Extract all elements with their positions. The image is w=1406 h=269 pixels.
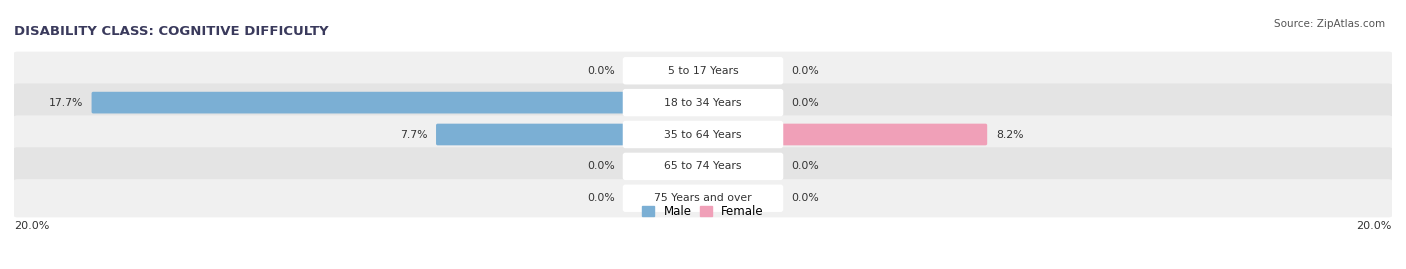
FancyBboxPatch shape [13, 115, 1393, 154]
FancyBboxPatch shape [623, 185, 783, 212]
Text: 17.7%: 17.7% [49, 98, 83, 108]
FancyBboxPatch shape [436, 124, 704, 145]
Text: 20.0%: 20.0% [1357, 221, 1392, 231]
FancyBboxPatch shape [623, 57, 783, 84]
Text: 0.0%: 0.0% [790, 98, 818, 108]
Text: 0.0%: 0.0% [588, 66, 616, 76]
Text: 0.0%: 0.0% [790, 161, 818, 171]
Text: 0.0%: 0.0% [790, 193, 818, 203]
FancyBboxPatch shape [13, 147, 1393, 186]
Text: 75 Years and over: 75 Years and over [654, 193, 752, 203]
Text: 8.2%: 8.2% [995, 129, 1024, 140]
Text: 65 to 74 Years: 65 to 74 Years [664, 161, 742, 171]
Text: 0.0%: 0.0% [588, 193, 616, 203]
Text: 0.0%: 0.0% [588, 161, 616, 171]
FancyBboxPatch shape [623, 89, 783, 116]
FancyBboxPatch shape [702, 124, 987, 145]
FancyBboxPatch shape [623, 121, 783, 148]
Text: 7.7%: 7.7% [399, 129, 427, 140]
Text: 5 to 17 Years: 5 to 17 Years [668, 66, 738, 76]
Text: DISABILITY CLASS: COGNITIVE DIFFICULTY: DISABILITY CLASS: COGNITIVE DIFFICULTY [14, 24, 329, 38]
Legend: Male, Female: Male, Female [643, 205, 763, 218]
FancyBboxPatch shape [91, 92, 704, 114]
Text: 18 to 34 Years: 18 to 34 Years [664, 98, 742, 108]
FancyBboxPatch shape [623, 153, 783, 180]
FancyBboxPatch shape [13, 83, 1393, 122]
Text: 20.0%: 20.0% [14, 221, 49, 231]
Text: Source: ZipAtlas.com: Source: ZipAtlas.com [1274, 19, 1385, 29]
Text: 35 to 64 Years: 35 to 64 Years [664, 129, 742, 140]
FancyBboxPatch shape [13, 52, 1393, 90]
Text: 0.0%: 0.0% [790, 66, 818, 76]
FancyBboxPatch shape [13, 179, 1393, 217]
